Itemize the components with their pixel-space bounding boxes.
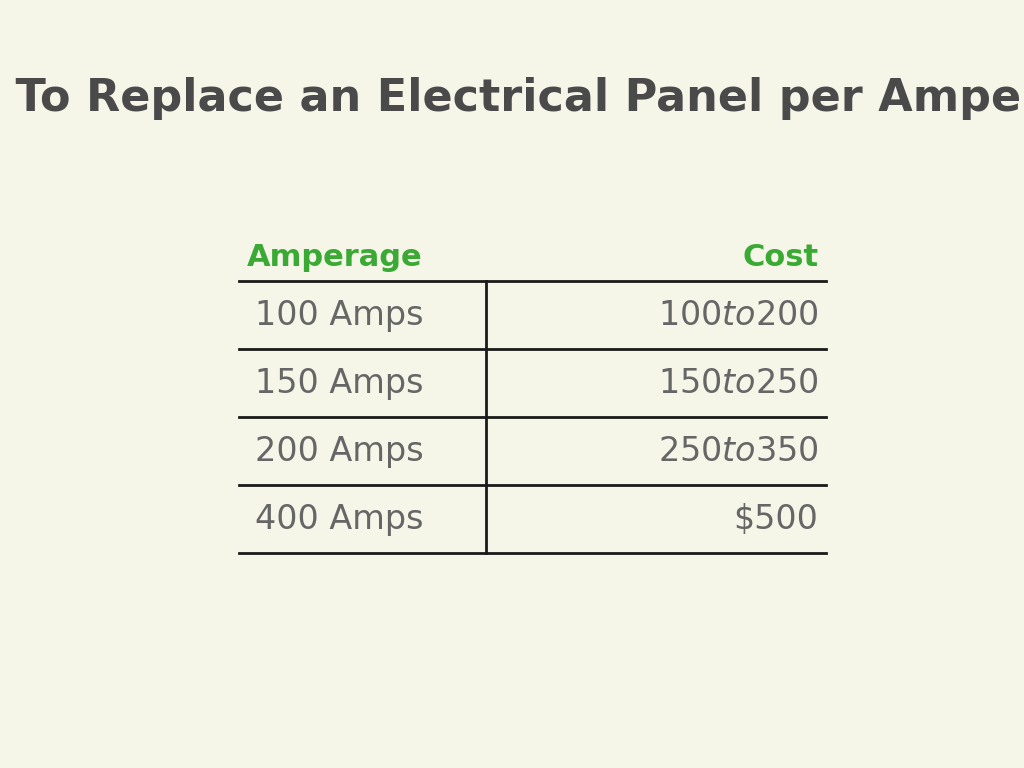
Text: $250 to $350: $250 to $350 [657, 435, 818, 468]
Text: 150 Amps: 150 Amps [255, 367, 424, 400]
Text: $100 to $200: $100 to $200 [657, 299, 818, 332]
Text: 100 Amps: 100 Amps [255, 299, 424, 332]
Text: Cost: Cost [742, 243, 818, 272]
Text: Cost To Replace an Electrical Panel per Amperage: Cost To Replace an Electrical Panel per … [0, 77, 1024, 120]
Text: Amperage: Amperage [247, 243, 423, 272]
Text: $150 to $250: $150 to $250 [657, 367, 818, 400]
Text: 200 Amps: 200 Amps [255, 435, 424, 468]
Text: 400 Amps: 400 Amps [255, 503, 424, 536]
Text: $500: $500 [733, 503, 818, 536]
